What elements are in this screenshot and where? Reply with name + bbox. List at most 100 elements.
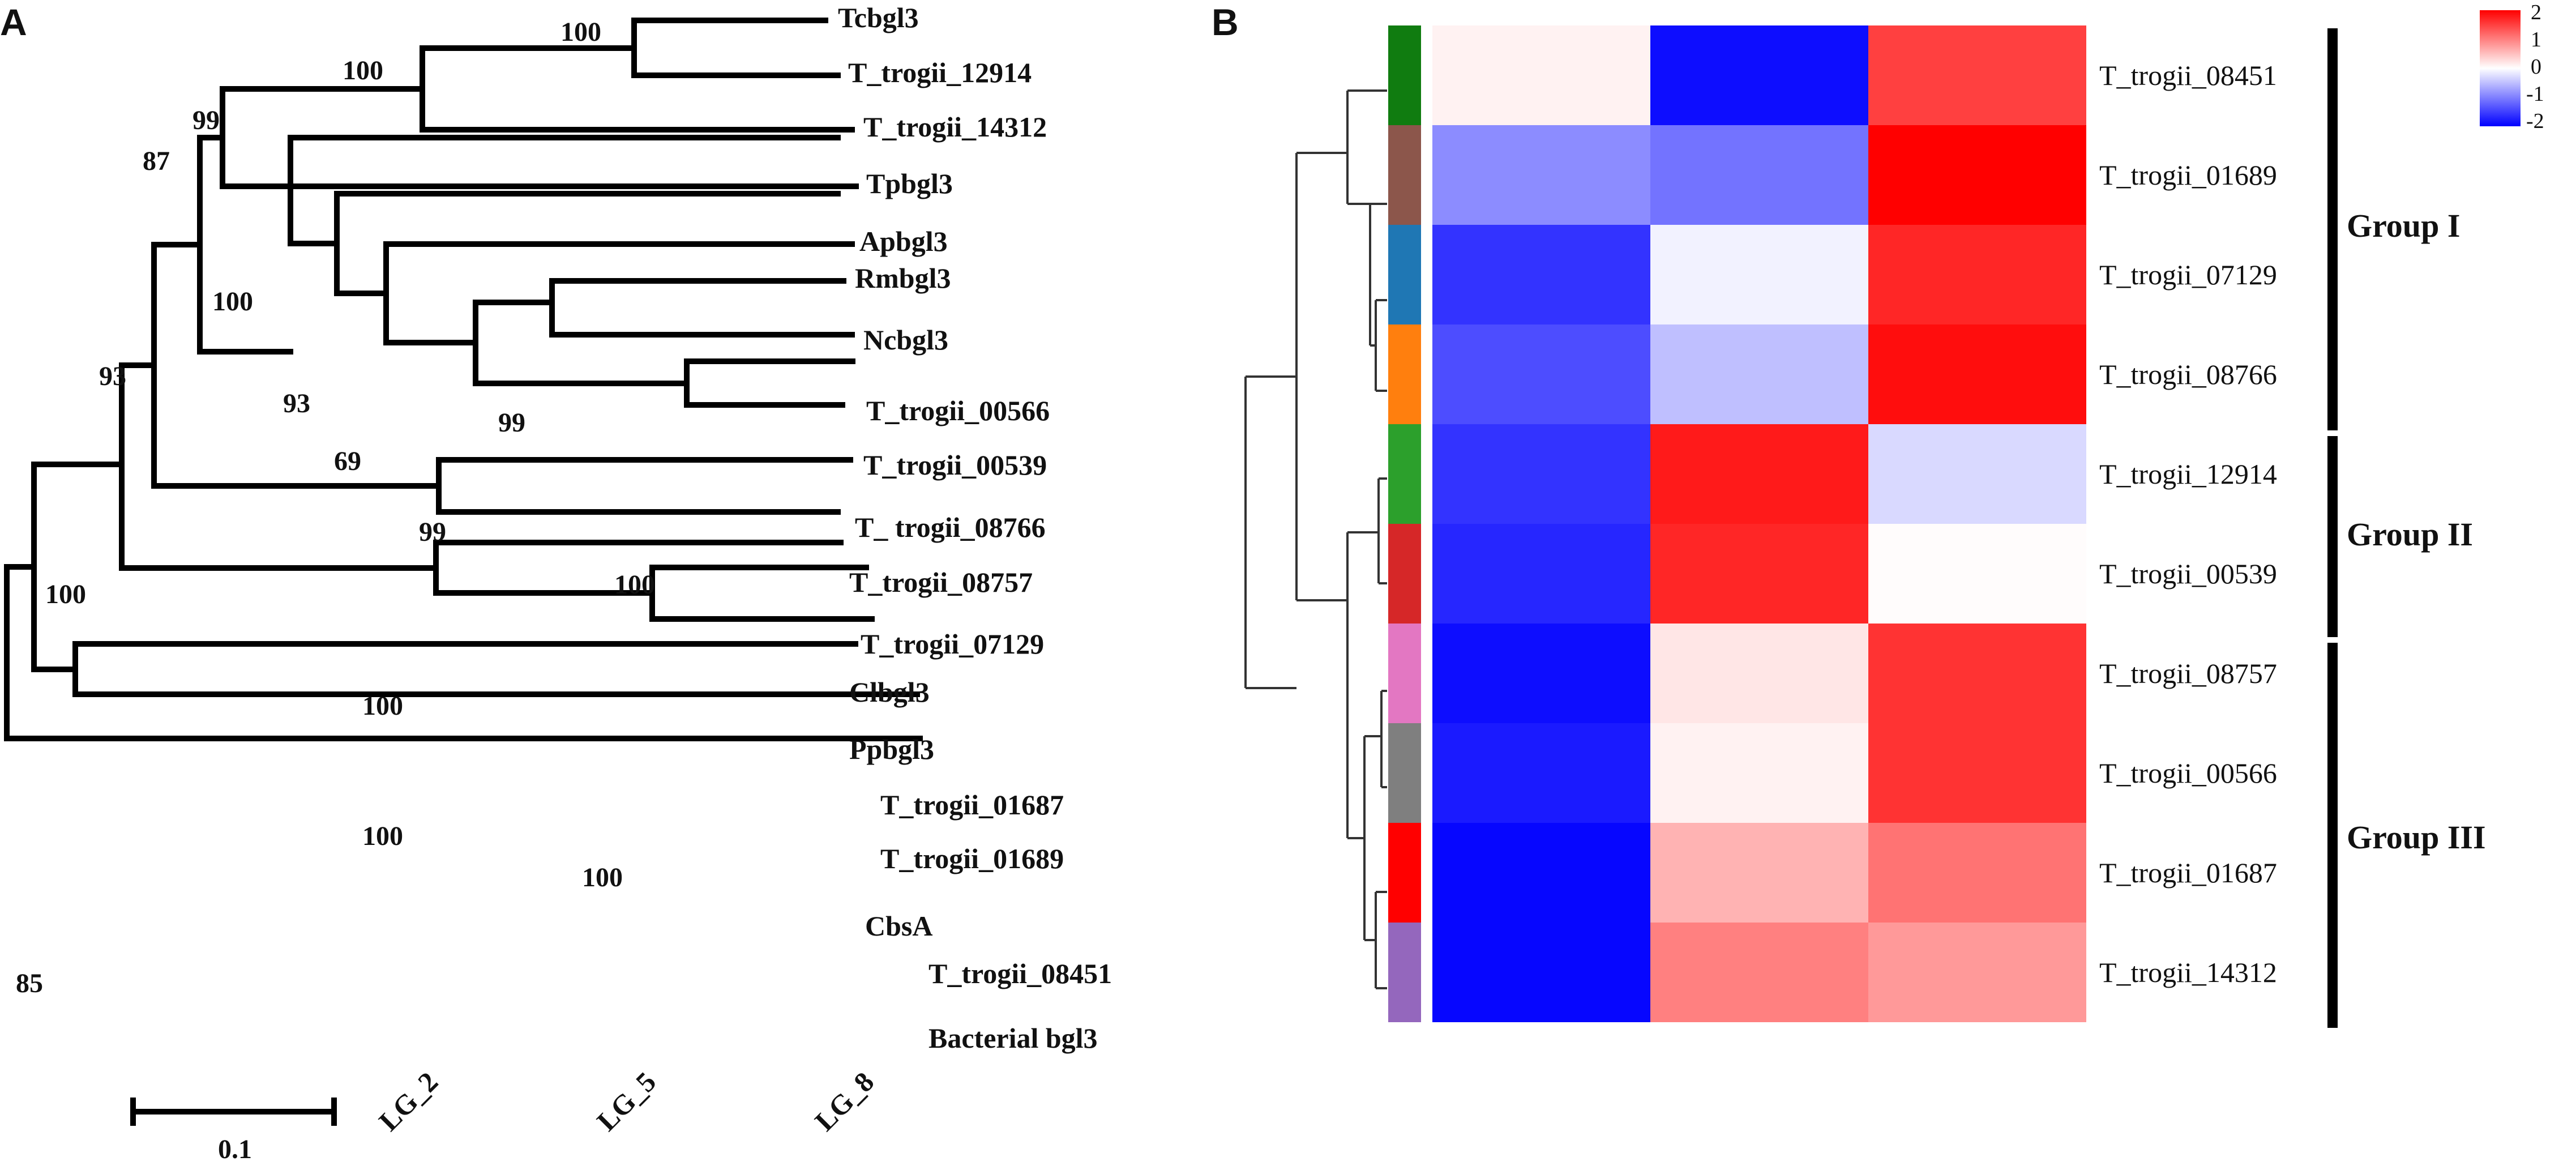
- bootstrap-value: 93: [283, 388, 310, 419]
- heatmap-cells: [1432, 25, 2086, 1022]
- row-dendrogram: [1244, 89, 1387, 989]
- cluster-color-block: [1388, 624, 1421, 723]
- tree-branch: [72, 641, 920, 697]
- heatmap-row-label: T_trogii_08451: [2099, 59, 2277, 91]
- heatmap-cell: [1868, 25, 2086, 125]
- heatmap-cell: [1650, 524, 1868, 624]
- heatmap-row-label: T_trogii_01687: [2099, 857, 2277, 889]
- tree-leaf-label: Bacterial bgl3: [928, 1022, 1098, 1054]
- tree-leaf-label: T_trogii_14312: [863, 111, 1047, 143]
- bootstrap-value: 100: [45, 579, 86, 609]
- group-label: Group I: [2347, 207, 2460, 244]
- dendrogram-branch: [1369, 203, 1387, 345]
- tree-leaf-label: T_trogii_12914: [848, 57, 1032, 88]
- heatmap-cell: [1650, 923, 1868, 1022]
- dendrogram-branch: [1295, 152, 1347, 601]
- bootstrap-value: 100: [343, 55, 383, 86]
- group-brackets: Group I Group II Group III: [2327, 28, 2486, 1028]
- tree-branch: [31, 462, 125, 672]
- heatmap-row-label: T_trogii_00539: [2099, 558, 2277, 590]
- cluster-color-block: [1388, 25, 1421, 125]
- dendrogram-branch: [1363, 735, 1381, 941]
- heatmap-cell: [1432, 25, 1650, 125]
- heatmap-cell: [1650, 723, 1868, 823]
- heatmap-cell: [1868, 324, 2086, 424]
- tree-branch: [420, 45, 855, 133]
- bootstrap-value: 100: [614, 570, 655, 600]
- legend-tick: -1: [2526, 82, 2544, 106]
- tree-branch: [684, 358, 855, 408]
- tree-branch: [383, 241, 855, 345]
- tree-leaf-label: T_trogii_07129: [861, 628, 1044, 660]
- cluster-color-block: [1388, 424, 1421, 524]
- heatmap-column-labels: LG_2 LG_5 LG_8: [373, 1066, 880, 1137]
- panel-b-label: B: [1212, 1, 1239, 43]
- cluster-color-block: [1388, 723, 1421, 823]
- dendrogram-branch: [1380, 690, 1387, 788]
- column-label: LG_5: [590, 1066, 662, 1137]
- dendrogram-branch: [1370, 299, 1387, 392]
- cluster-color-strip: [1388, 25, 1421, 1022]
- tree-branch: [473, 300, 690, 386]
- tree-leaf-label: Ncbgl3: [863, 324, 948, 356]
- scale-bar-line: [130, 1098, 337, 1126]
- heatmap-cell: [1650, 823, 1868, 923]
- bootstrap-value: 100: [362, 691, 403, 721]
- heatmap-cell: [1432, 823, 1650, 923]
- heatmap-row-label: T_trogii_01689: [2099, 159, 2277, 191]
- bootstrap-value: 93: [99, 361, 126, 391]
- tree-leaf-label: Ppbgl3: [849, 733, 934, 765]
- bootstrap-values: 100 100 99 87 100 93 69 99 99 100 100 93…: [16, 17, 655, 998]
- tree-leaf-label: T_trogii_08451: [928, 958, 1112, 989]
- heatmap-cell: [1432, 723, 1650, 823]
- heatmap-cell: [1432, 524, 1650, 624]
- heatmap-cell: [1868, 424, 2086, 524]
- dendrogram-branch: [1347, 477, 1387, 584]
- column-label: LG_8: [808, 1066, 880, 1137]
- tree-leaf-label: Tcbgl3: [838, 2, 919, 33]
- heatmap-cell: [1432, 225, 1650, 324]
- bootstrap-value: 99: [192, 105, 220, 135]
- heatmap-cell: [1650, 225, 1868, 324]
- heatmap-cell: [1650, 125, 1868, 225]
- tree-branch: [197, 135, 293, 355]
- tree-branch: [549, 278, 855, 338]
- tree-leaf-labels: Tcbgl3 T_trogii_12914 T_trogii_14312 Tpb…: [838, 2, 1112, 1054]
- tree-leaf-label: Clbgl3: [849, 676, 930, 708]
- tree-branch: [649, 565, 875, 622]
- tree-branch: [436, 457, 853, 515]
- heatmap-row-label: T_trogii_14312: [2099, 957, 2277, 988]
- dendrogram-branch: [1375, 891, 1387, 989]
- panel-a-label: A: [0, 1, 27, 43]
- heatmap-row-label: T_trogii_00566: [2099, 757, 2277, 789]
- tree-leaf-label: T_trogii_00566: [866, 395, 1050, 426]
- heatmap-row-label: T_trogii_08757: [2099, 657, 2277, 689]
- cluster-color-block: [1388, 524, 1421, 624]
- tree-leaf-label: T_trogii_01689: [880, 843, 1064, 874]
- legend-tick: -2: [2526, 109, 2544, 133]
- cluster-color-block: [1388, 225, 1421, 324]
- dendrogram-branch: [1346, 89, 1387, 205]
- heatmap-cell: [1432, 125, 1650, 225]
- heatmap-cell: [1432, 424, 1650, 524]
- heatmap-cell: [1868, 524, 2086, 624]
- tree-leaf-label: T_trogii_00539: [863, 449, 1047, 481]
- bootstrap-value: 100: [582, 862, 623, 893]
- tree-branch: [4, 564, 923, 741]
- heatmap-row-label: T_trogii_08766: [2099, 358, 2277, 390]
- dendrogram-branch: [1346, 532, 1364, 839]
- tree-leaf-label: Apbgl3: [859, 225, 948, 257]
- heatmap-cell: [1650, 424, 1868, 524]
- tree-leaf-label: T_ trogii_08766: [855, 511, 1046, 543]
- group-label: Group II: [2347, 516, 2473, 553]
- heatmap-cell: [1868, 225, 2086, 324]
- bootstrap-value: 69: [334, 446, 361, 476]
- heatmap-cell: [1432, 624, 1650, 723]
- scale-bar-label: 0.1: [218, 1134, 252, 1164]
- heatmap-row-label: T_trogii_12914: [2099, 458, 2277, 490]
- cluster-color-block: [1388, 823, 1421, 923]
- bootstrap-value: 99: [419, 517, 446, 547]
- heatmap-cell: [1868, 823, 2086, 923]
- heatmap-cell: [1868, 723, 2086, 823]
